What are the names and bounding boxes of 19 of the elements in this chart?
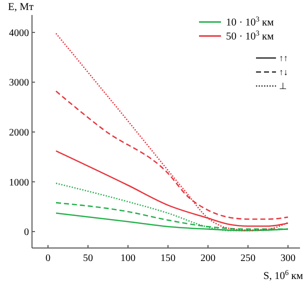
annotation: ↑↓ — [279, 67, 288, 78]
x-axis-title: S, 10$^{6}$ км — [263, 268, 304, 282]
annotation: ⊥ — [279, 81, 287, 92]
y-tick-label: 0 — [24, 227, 29, 238]
y-axis-title: E, Мт — [8, 2, 34, 13]
x-tick-label: 100 — [120, 253, 136, 264]
x-tick-label: 300 — [280, 253, 296, 264]
y-tick-label: 2000 — [9, 128, 29, 138]
y-tick-label: 4000 — [9, 28, 29, 39]
x-tick-label: 50 — [83, 253, 93, 264]
x-tick-label: 250 — [240, 253, 256, 264]
x-tick-label: 150 — [160, 253, 176, 264]
legend-label: 50 · 10$^{3}$ км — [226, 28, 274, 43]
y-tick-label: 3000 — [9, 78, 29, 89]
x-tick-label: 200 — [200, 253, 216, 264]
x-tick-label: 0 — [46, 253, 50, 264]
annotation: ↑↑ — [279, 53, 288, 64]
legend-label: 10 · 10$^{3}$ км — [226, 14, 274, 29]
y-tick-label: 1000 — [9, 177, 29, 188]
